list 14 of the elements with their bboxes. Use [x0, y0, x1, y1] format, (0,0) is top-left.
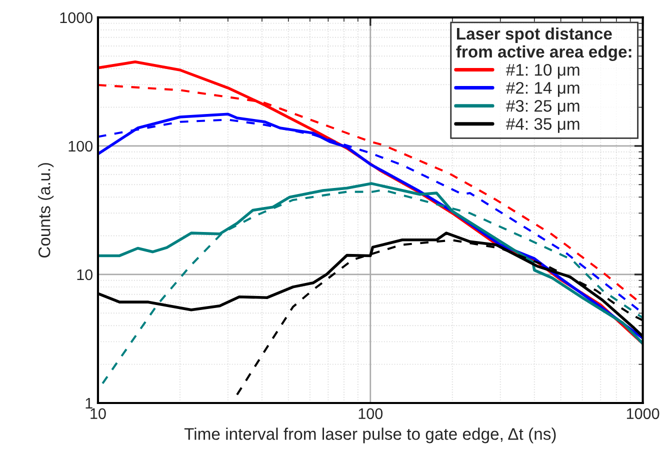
x-tick-label: 10: [90, 408, 106, 420]
legend-title: Laser spot distance from active area edge:: [456, 27, 632, 62]
x-tick-label: 1000: [626, 408, 660, 420]
legend-label: #2: 14 μm: [506, 82, 580, 97]
y-tick-label: 1000: [60, 12, 93, 24]
legend-label: #1: 10 μm: [506, 64, 580, 79]
legend-label: #4: 35 μm: [506, 118, 580, 133]
y-tick-label: 100: [68, 140, 93, 152]
y-tick-label: 10: [77, 269, 93, 280]
legend-label: #3: 25 μm: [506, 100, 580, 115]
x-axis-title: Time interval from laser pulse to gate edge, Δt (ns): [184, 428, 556, 444]
y-axis-title: Counts (a.u.): [38, 163, 54, 258]
y-tick-label: 1: [86, 398, 92, 409]
x-tick-label: 100: [358, 408, 383, 420]
